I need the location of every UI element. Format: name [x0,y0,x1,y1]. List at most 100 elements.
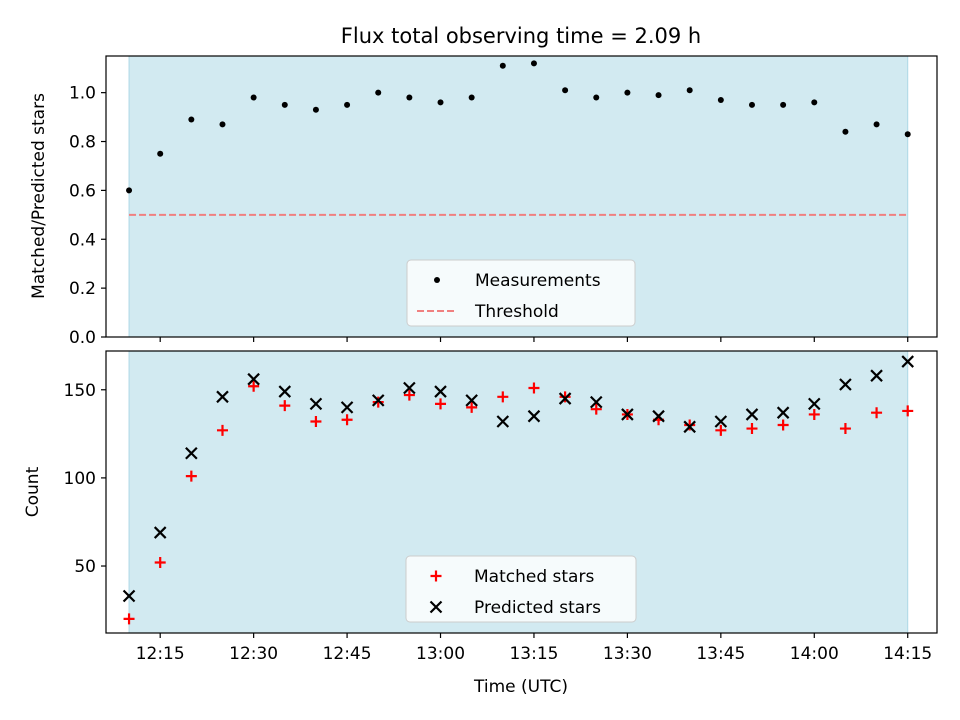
predicted-stars-point [465,394,478,407]
measurement-point [811,99,818,106]
predicted-stars-point [403,381,416,395]
predicted-stars-point [714,415,728,428]
legend-label: Matched stars [474,567,594,587]
measurement-point [281,101,288,108]
measurement-point [157,150,164,157]
x-tick-label: 13:45 [696,644,745,664]
predicted-stars-point [589,395,603,409]
y-tick-label: 0.8 [69,133,96,153]
predicted-stars-point [216,390,229,404]
y-tick-label: 0.2 [69,279,96,299]
predicted-stars-point [776,406,790,419]
bottom-panel-ylabel: Count [23,466,43,517]
axes-frame [105,350,938,634]
measurement-point [219,121,226,128]
predicted-stars-point [496,415,510,428]
measurement-point [250,94,257,101]
matched-stars-point [435,398,447,410]
predicted-stars-point [527,409,541,423]
chart-title: Flux total observing time = 2.09 h [341,24,701,48]
measurement-point [904,131,911,138]
matched-stars-point [871,407,883,419]
measurement-point [655,92,662,99]
predicted-stars-point [683,420,696,434]
matched-stars-point [715,424,727,436]
matched-stars-point [248,380,260,392]
y-tick-label: 0.0 [69,328,96,348]
y-tick-label: 150 [64,381,96,401]
matched-stars-point [746,423,758,435]
bottom-panel-xlabel: Time (UTC) [473,677,568,697]
measurement-point [468,94,475,101]
predicted-stars-point [870,369,883,382]
legend-box [405,555,637,623]
predicted-stars-point [278,385,292,398]
x-tick-label: 13:00 [416,644,465,664]
bottom-panel: 50 100 150 12:15 12:30 12:45 13:00 13:15 13:30 13… [64,350,938,664]
legend-box [406,259,636,327]
x-tick-label: 13:15 [509,644,558,664]
matched-stars-point [466,401,478,413]
measurement-point [842,128,849,135]
y-tick-label: 0.6 [69,181,96,201]
predicted-stars-point [839,378,852,391]
predicted-stars-point [745,408,759,421]
measurement-point [437,99,444,106]
x-tick-label: 12:15 [136,644,185,664]
predicted-stars-point [558,392,572,405]
predicted-stars-point [901,355,914,368]
y-tick-label: 100 [64,469,96,489]
matched-stars-point [185,470,197,482]
legend-label: Threshold [474,302,559,322]
legend-label: Predicted stars [474,598,601,618]
x-tick-label: 14:15 [883,644,932,664]
measurement-point [686,87,693,94]
legend-marker-x [429,600,443,614]
matched-stars-point [590,403,602,415]
x-tick-label: 12:45 [323,644,372,664]
predicted-stars-point [247,372,260,386]
measurement-point [530,60,537,67]
matched-stars-point [808,408,820,420]
measurement-point [188,116,195,123]
matched-stars-point [839,423,851,435]
top-panel: 0.0 0.2 0.4 0.6 0.8 1.0 Measurements Threshold [69,55,938,348]
matched-stars-point [372,396,384,408]
matched-stars-point [154,557,166,568]
predicted-stars-point [185,446,198,460]
predicted-stars-point [434,385,447,398]
measurement-point [126,187,133,194]
matched-stars-point [559,391,571,403]
matched-stars-point [279,400,291,412]
predicted-stars-point [808,397,821,411]
measurement-point [312,106,319,113]
matched-stars-point [216,424,228,436]
matched-stars-point [497,391,509,403]
measurement-point [873,121,880,128]
predicted-stars-point [340,401,354,414]
matched-stars-point [123,613,135,625]
legend-label: Measurements [475,271,601,291]
predicted-stars-point [309,397,323,411]
predicted-stars-point [621,408,634,421]
predicted-stars-point [153,526,167,539]
y-tick-label: 0.4 [69,230,96,250]
matched-stars-point [684,419,696,431]
top-panel-ylabel: Matched/Predicted stars [29,93,49,299]
y-tick-label: 50 [74,557,96,577]
measurement-point [748,101,755,108]
measurement-point [624,89,631,96]
x-tick-label: 13:30 [603,644,652,664]
matched-stars-point [902,405,914,417]
legend-marker-plus [430,570,442,582]
measurement-point [593,94,600,101]
x-tick-label: 14:00 [790,644,839,664]
predicted-stars-point [122,589,136,603]
measurement-point [499,62,506,69]
matched-stars-point [528,382,540,394]
measurement-point [406,94,413,101]
predicted-stars-point [652,409,665,423]
measurement-point [344,101,351,108]
matched-stars-point [310,416,322,427]
